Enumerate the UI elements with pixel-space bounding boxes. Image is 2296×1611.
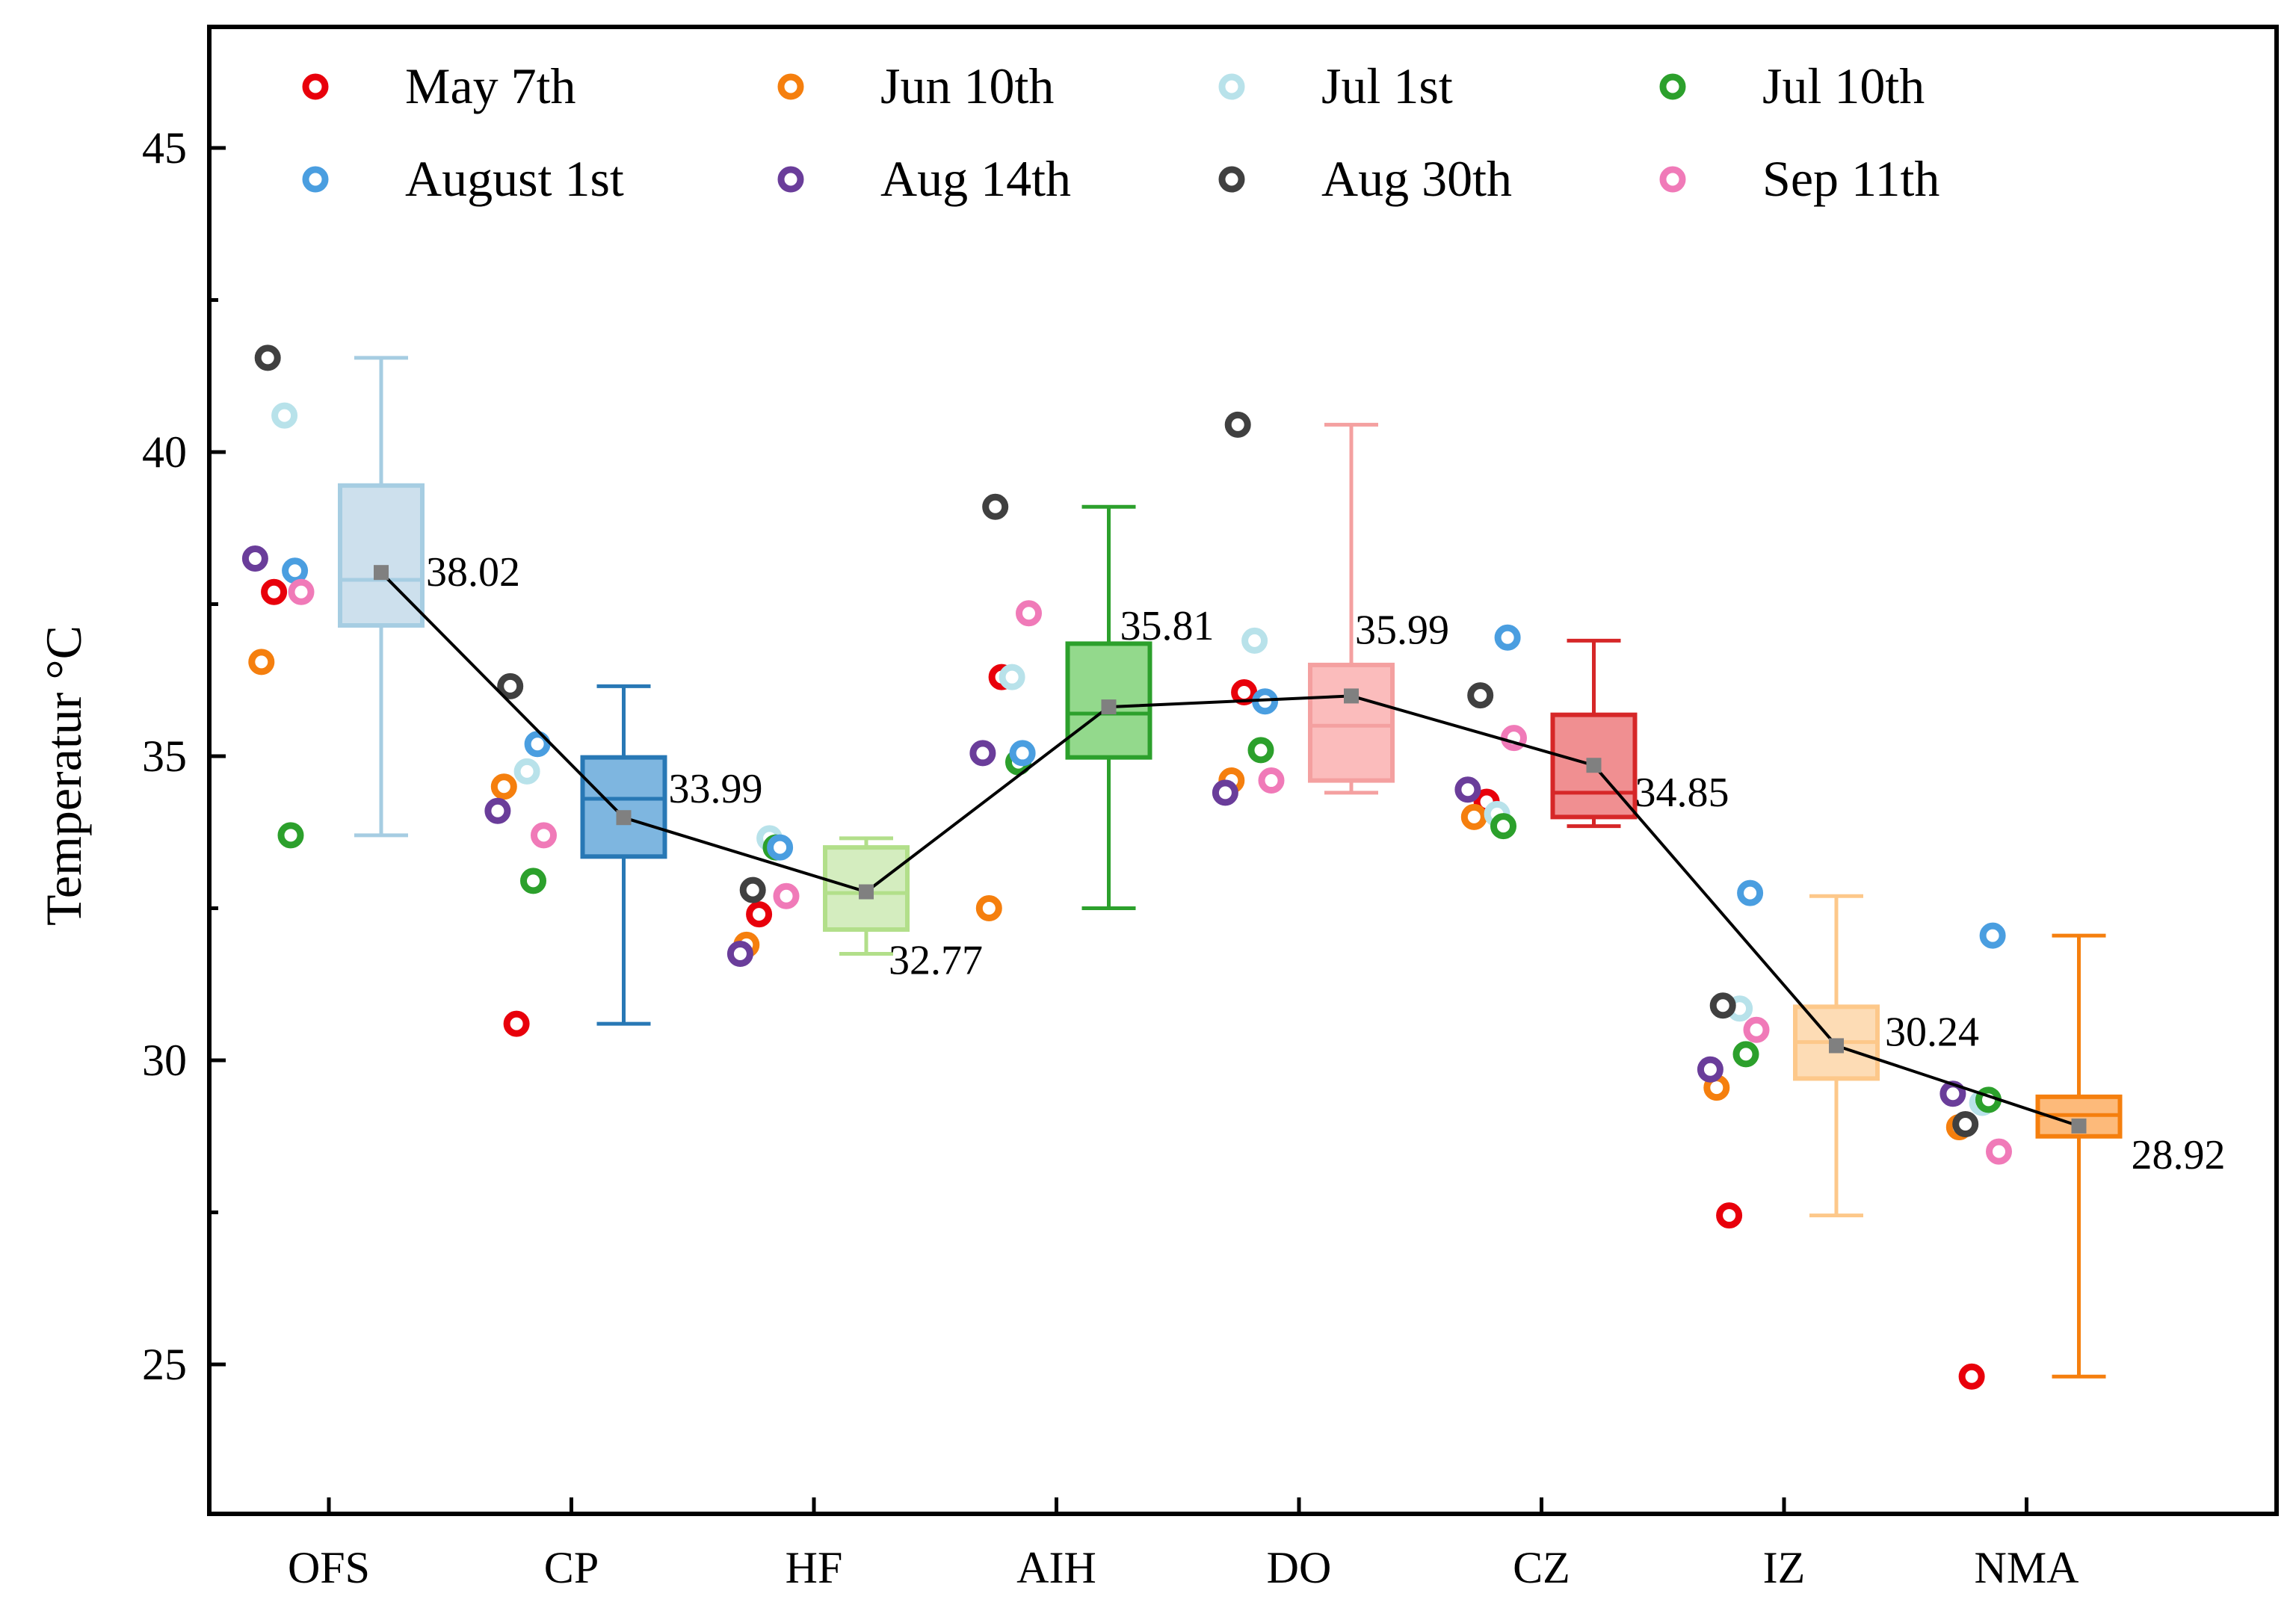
legend-marker-aug-30th — [1218, 166, 1245, 193]
x-tick-label-do: DO — [1267, 1543, 1332, 1592]
mean-label: 30.24 — [1885, 1009, 1979, 1055]
mean-label: 35.99 — [1355, 607, 1449, 653]
mean-label: 28.92 — [2132, 1132, 2226, 1178]
legend-label: Jun 10th — [880, 58, 1054, 114]
legend-label: May 7th — [405, 58, 576, 114]
y-tick-label: 25 — [142, 1340, 187, 1389]
y-axis-title: Temperatur °C — [35, 625, 92, 926]
data-point-sep-11th — [1743, 1016, 1770, 1043]
data-point-jul-10th — [520, 868, 546, 894]
data-point-august-1st — [1009, 740, 1036, 767]
mean-marker — [1829, 1038, 1844, 1054]
data-point-may-7th — [261, 578, 288, 605]
y-tick-label: 35 — [142, 732, 187, 781]
mean-label: 38.02 — [426, 549, 520, 596]
mean-marker — [374, 565, 389, 581]
x-tick-label-nma: NMA — [1974, 1543, 2079, 1592]
legend-label: August 1st — [405, 150, 624, 207]
data-point-sep-11th — [1258, 767, 1285, 794]
legend-marker-jul-10th — [1659, 73, 1686, 100]
legend-label: Aug 14th — [880, 150, 1071, 207]
data-point-august-1st — [1494, 624, 1521, 651]
data-point-jun-10th — [490, 773, 517, 800]
mean-label: 34.85 — [1635, 770, 1729, 816]
legend-marker-sep-11th — [1659, 166, 1686, 193]
data-point-may-7th — [503, 1010, 530, 1037]
x-tick-label-cz: CZ — [1513, 1543, 1570, 1592]
data-point-aug-30th — [1224, 411, 1251, 438]
mean-marker — [1344, 688, 1359, 704]
mean-marker — [859, 884, 874, 900]
data-point-jun-10th — [1460, 803, 1487, 830]
data-point-aug-14th — [241, 545, 268, 572]
x-tick-label-aih: AIH — [1016, 1543, 1096, 1592]
data-point-may-7th — [746, 901, 773, 928]
legend-label: Aug 30th — [1321, 150, 1512, 207]
mean-marker — [2071, 1118, 2087, 1134]
data-point-sep-11th — [1986, 1138, 2012, 1165]
mean-marker — [616, 810, 632, 826]
legend-marker-may-7th — [302, 73, 329, 100]
x-tick-label-cp: CP — [544, 1543, 599, 1592]
mean-label: 33.99 — [669, 766, 763, 812]
data-point-aug-30th — [1709, 992, 1736, 1019]
data-point-aug-14th — [1212, 779, 1238, 806]
data-point-aug-30th — [1952, 1110, 1979, 1137]
mean-label: 35.81 — [1120, 603, 1215, 649]
x-tick-label-ofs: OFS — [288, 1543, 370, 1592]
data-point-august-1st — [282, 557, 309, 584]
mean-label: 32.77 — [889, 938, 983, 984]
data-point-sep-11th — [1016, 600, 1042, 627]
data-point-aug-14th — [726, 941, 753, 968]
legend-marker-jul-1st — [1218, 73, 1245, 100]
box-cp — [580, 755, 667, 859]
data-point-sep-11th — [288, 578, 315, 605]
data-point-jul-1st — [271, 402, 298, 429]
data-point-jun-10th — [975, 895, 1002, 921]
legend-marker-aug-14th — [777, 166, 804, 193]
data-point-aug-30th — [739, 876, 766, 903]
data-point-jul-1st — [1241, 627, 1268, 654]
data-point-jul-10th — [1490, 813, 1516, 840]
legend-label: Jul 1st — [1321, 58, 1453, 114]
data-point-aug-14th — [1454, 776, 1481, 803]
data-point-aug-30th — [254, 344, 281, 371]
mean-marker — [1101, 699, 1117, 715]
data-point-sep-11th — [531, 822, 557, 849]
data-point-jul-1st — [513, 758, 540, 785]
x-tick-label-hf: HF — [786, 1543, 843, 1592]
mean-marker — [1586, 758, 1602, 773]
y-tick-label: 45 — [142, 123, 187, 173]
data-point-may-7th — [1958, 1363, 1985, 1390]
data-point-aug-14th — [1697, 1056, 1723, 1083]
data-point-august-1st — [767, 834, 794, 861]
data-point-aug-30th — [1467, 682, 1494, 709]
data-point-may-7th — [1716, 1202, 1743, 1229]
data-point-august-1st — [524, 731, 551, 758]
x-tick-label-iz: IZ — [1763, 1543, 1806, 1592]
y-tick-label: 30 — [142, 1036, 187, 1085]
legend-label: Jul 10th — [1762, 58, 1925, 114]
mean-trend-line — [380, 571, 2080, 1128]
data-point-aug-30th — [982, 493, 1009, 520]
data-point-sep-11th — [773, 882, 800, 909]
legend-marker-jun-10th — [777, 73, 804, 100]
data-point-jun-10th — [248, 649, 275, 675]
y-tick-label: 40 — [142, 427, 187, 477]
data-point-august-1st — [1737, 879, 1764, 906]
legend-marker-august-1st — [302, 166, 329, 193]
data-point-aug-14th — [484, 797, 511, 824]
box-do — [1308, 662, 1395, 783]
data-point-jul-1st — [999, 664, 1025, 690]
data-point-aug-30th — [497, 672, 524, 699]
plot-frame — [207, 25, 2279, 1516]
data-point-aug-14th — [969, 740, 996, 767]
data-point-jul-10th — [1247, 737, 1274, 764]
legend-label: Sep 11th — [1762, 150, 1939, 207]
data-point-august-1st — [1979, 922, 2006, 949]
data-point-jul-10th — [1732, 1041, 1759, 1068]
box-ofs — [338, 483, 425, 628]
data-point-jul-10th — [277, 822, 304, 849]
